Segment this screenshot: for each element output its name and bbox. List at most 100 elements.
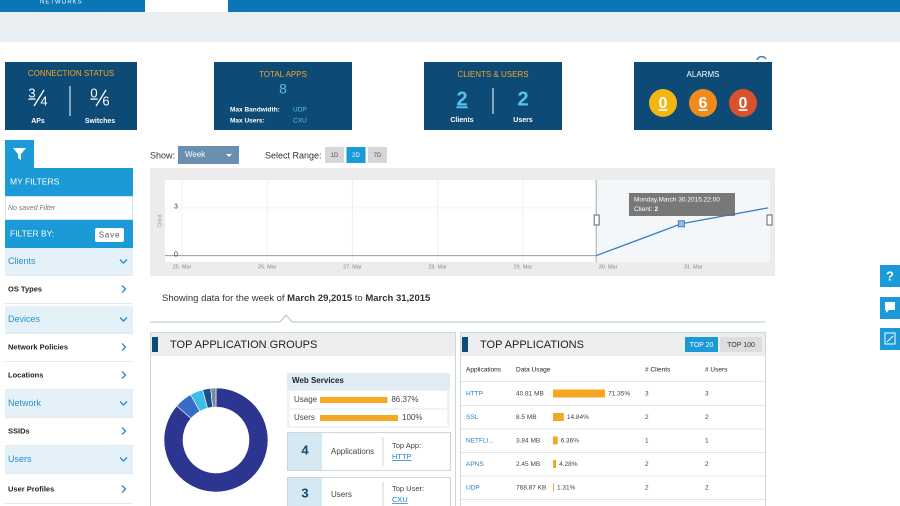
donut-slice[interactable] (210, 387, 217, 408)
card-title: Web Services (292, 376, 344, 385)
alarm-badge[interactable] (729, 89, 757, 117)
range-button[interactable] (325, 147, 344, 163)
filter-label: SSIDs (8, 426, 30, 435)
tab-label: TOP 20 (690, 342, 714, 349)
sidebar-heading: FILTER BY: (10, 228, 54, 238)
app-usage: 40.81 MB (516, 391, 544, 398)
range-button[interactable] (368, 147, 387, 163)
filter-row[interactable] (5, 418, 133, 445)
tooltip (629, 193, 735, 216)
filter-row[interactable] (5, 446, 133, 473)
donut-slice[interactable] (163, 387, 269, 493)
panel-title: TOP APPLICATIONS (480, 339, 584, 351)
tile-label: Max Users: (230, 118, 265, 125)
column-header: # Users (705, 367, 728, 374)
stat-top-link[interactable]: CXU (392, 495, 408, 504)
tile-value: 2 (517, 88, 528, 110)
range-label: 7D (374, 153, 382, 159)
app-users: 2 (705, 461, 709, 468)
stat-cell (288, 478, 322, 506)
app-name[interactable]: HTTP (466, 391, 483, 398)
tile (5, 62, 137, 130)
tab-button[interactable] (685, 337, 718, 352)
edit-icon (886, 335, 894, 343)
range-handle[interactable] (593, 214, 600, 226)
stat-label: Applications (331, 447, 374, 456)
chevron (121, 485, 127, 493)
range-handle[interactable] (766, 214, 773, 226)
usage-bar (553, 389, 606, 398)
usage-pct: 4.28% (559, 461, 578, 468)
app-clients: 2 (645, 414, 649, 421)
stat-top-link[interactable]: HTTP (392, 452, 412, 461)
filter-row[interactable] (5, 476, 133, 503)
app-users: 2 (705, 485, 709, 492)
filter-row[interactable] (5, 390, 133, 417)
header-accent (152, 337, 158, 352)
tile-label: Clients (450, 117, 473, 124)
tooltip-value: Client: 2 (634, 206, 658, 213)
app-name[interactable]: APNS (466, 461, 484, 468)
column-header: Data Usage (516, 367, 551, 374)
period-dropdown[interactable] (178, 146, 239, 164)
usage-bar (553, 436, 558, 445)
tile-value: 2 (456, 88, 467, 110)
app-usage: 768.87 KB (516, 485, 546, 492)
panel-title: TOP APPLICATION GROUPS (170, 339, 317, 351)
tile-title: TOTAL APPS (259, 70, 307, 79)
app-clients: 1 (645, 438, 649, 445)
filter-row[interactable] (5, 248, 133, 275)
x-tick-label: 30. Mar (599, 264, 618, 270)
filter-label: Users (8, 454, 32, 464)
save-button[interactable] (95, 228, 124, 242)
alarm-count: 6 (699, 95, 708, 112)
help-button[interactable] (880, 265, 900, 287)
save-label: Save (99, 231, 120, 240)
filter-row[interactable] (5, 362, 133, 389)
column-header: # Clients (645, 367, 671, 374)
app-users: 2 (705, 414, 709, 421)
app-clients: 2 (645, 461, 649, 468)
chevron (119, 317, 128, 322)
app-name[interactable]: SSL (466, 414, 479, 421)
filter-label: Clients (8, 256, 36, 266)
usage-bar (320, 397, 388, 403)
sidebar-heading: MY FILTERS (10, 176, 60, 186)
dropdown-value: Week (185, 150, 206, 159)
range-label: 1D (331, 153, 339, 159)
filter-row[interactable] (5, 306, 133, 333)
filter-row[interactable] (5, 334, 133, 361)
summary-part: March 29,2015 (287, 293, 353, 304)
stat-top-label: Top App: (392, 441, 421, 450)
tooltip-num: 2 (654, 206, 658, 213)
stat-count: 4 (301, 442, 309, 457)
app-users: 3 (705, 391, 709, 398)
metric-value: 86.37% (391, 395, 418, 404)
tile-title: ALARMS (687, 70, 720, 79)
active-tab[interactable] (145, 0, 228, 12)
usage-pct: 71.35% (608, 391, 630, 398)
filter-row[interactable] (5, 276, 133, 303)
chevron (119, 259, 128, 264)
tile-title: CONNECTION STATUS (28, 69, 114, 78)
range-button[interactable] (346, 147, 366, 163)
app-name[interactable]: NETFLI... (466, 438, 494, 445)
tab-button[interactable] (720, 337, 762, 352)
tile-label: Users (513, 117, 533, 124)
summary-part: March 31,2015 (365, 293, 431, 304)
caret (226, 154, 232, 157)
chevron (119, 457, 128, 462)
filter-label: Network (8, 398, 42, 408)
alarm-badge[interactable] (689, 89, 717, 117)
my-filters-bar (5, 168, 133, 196)
filter-label: Locations (8, 370, 43, 379)
tooltip-key: Client: (634, 206, 653, 213)
alarm-badge[interactable] (649, 89, 677, 117)
stat-count: 3 (301, 485, 308, 500)
empty-note: No saved Filter (8, 205, 56, 212)
app-name[interactable]: UDP (466, 485, 480, 492)
x-tick-label: 29. Mar (514, 264, 533, 270)
usage-pct: 6.36% (561, 438, 580, 445)
chevron (121, 343, 127, 351)
